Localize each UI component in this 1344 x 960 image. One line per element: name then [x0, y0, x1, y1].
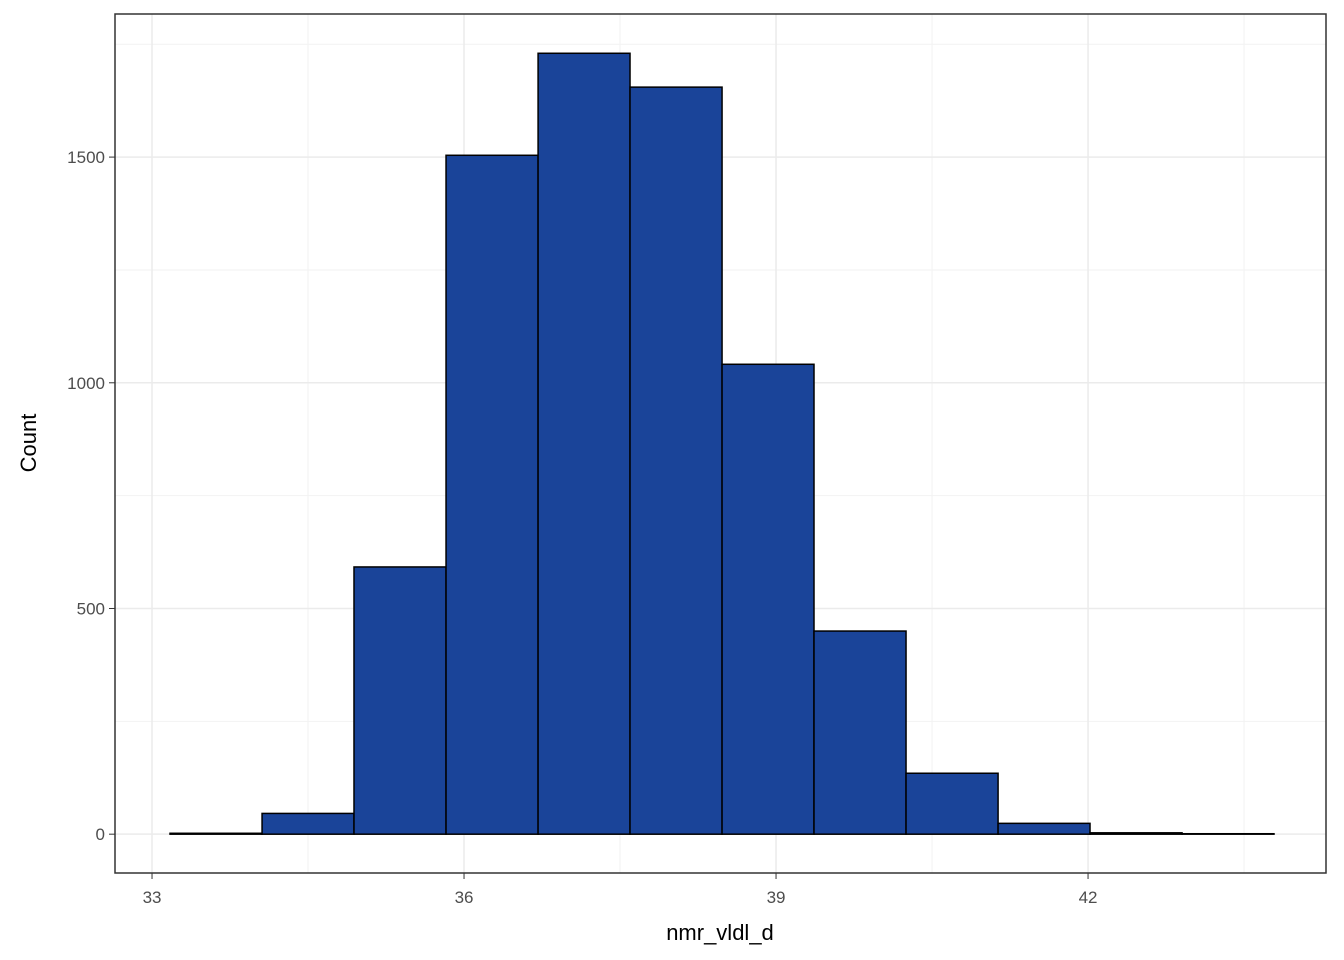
bar — [813, 630, 907, 835]
bar — [721, 363, 815, 835]
x-tick-label: 36 — [455, 888, 474, 907]
bar — [997, 822, 1091, 835]
x-tick-label: 39 — [767, 888, 786, 907]
bar — [353, 566, 447, 835]
bar — [537, 52, 631, 835]
bar — [1089, 832, 1183, 835]
bar — [445, 154, 539, 835]
bar — [629, 86, 723, 835]
bar — [169, 832, 263, 835]
x-axis-title: nmr_vldl_d — [666, 920, 774, 945]
y-tick-label: 0 — [96, 825, 105, 844]
y-axis-title: Count — [16, 414, 41, 473]
bar — [261, 812, 355, 835]
panel-border — [114, 13, 1327, 874]
y-tick-label: 500 — [77, 599, 105, 618]
y-tick-label: 1500 — [67, 148, 105, 167]
bar — [905, 772, 999, 835]
y-tick-label: 1000 — [67, 374, 105, 393]
x-tick-label: 33 — [143, 888, 162, 907]
x-tick-label: 42 — [1079, 888, 1098, 907]
